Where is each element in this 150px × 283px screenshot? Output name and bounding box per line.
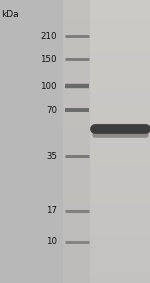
Bar (63, 272, 150, 276)
Bar (63, 251, 150, 255)
Bar (63, 99, 150, 103)
Text: 17: 17 (46, 206, 57, 215)
Bar (63, 276, 150, 280)
Bar (63, 202, 150, 205)
Bar (63, 230, 150, 233)
Bar (63, 113, 150, 117)
Bar (63, 120, 150, 124)
Bar (63, 134, 150, 138)
Bar (63, 32, 150, 35)
Bar (63, 265, 150, 269)
Bar (63, 106, 150, 110)
Bar (63, 14, 150, 18)
Bar (63, 223, 150, 226)
Bar (63, 216, 150, 219)
Bar (63, 127, 150, 131)
Bar (63, 7, 150, 11)
Text: kDa: kDa (2, 10, 19, 19)
Bar (63, 159, 150, 163)
Bar (63, 195, 150, 198)
Bar (63, 96, 150, 99)
Text: 100: 100 (40, 82, 57, 91)
Text: 35: 35 (46, 152, 57, 161)
Bar (63, 74, 150, 78)
Bar (63, 21, 150, 25)
Text: 210: 210 (40, 32, 57, 41)
Bar (63, 88, 150, 92)
Bar (63, 60, 150, 64)
Bar (63, 212, 150, 216)
Text: 70: 70 (46, 106, 57, 115)
Bar (63, 67, 150, 71)
Text: 150: 150 (40, 55, 57, 64)
Bar (63, 152, 150, 156)
Bar (63, 156, 150, 159)
Bar (63, 85, 150, 88)
Bar (63, 82, 150, 85)
Bar (63, 237, 150, 241)
Bar (63, 53, 150, 57)
Bar (63, 110, 150, 113)
Bar (63, 205, 150, 209)
Bar (63, 198, 150, 201)
Bar (63, 71, 150, 74)
Bar (63, 46, 150, 50)
Bar (63, 0, 150, 3)
Bar (63, 25, 150, 28)
Bar (63, 226, 150, 230)
Bar (63, 50, 150, 53)
Bar (63, 57, 150, 60)
Bar (63, 241, 150, 244)
Bar (63, 103, 150, 106)
Bar (63, 117, 150, 120)
Bar (63, 145, 150, 149)
Bar (63, 244, 150, 248)
Bar (63, 191, 150, 195)
Bar (63, 39, 150, 42)
Bar (63, 177, 150, 181)
Bar (0, 0, 63, 283)
Bar (63, 11, 150, 14)
Bar (63, 166, 150, 170)
Bar (63, 173, 150, 177)
Bar (63, 184, 150, 187)
Bar (63, 92, 150, 96)
Bar (63, 170, 150, 173)
Bar (63, 209, 150, 212)
Bar (63, 124, 150, 127)
Bar (63, 78, 150, 82)
Bar (63, 255, 150, 258)
Bar (63, 138, 150, 142)
Bar (63, 233, 150, 237)
Bar (63, 28, 150, 32)
Bar (63, 248, 150, 251)
Bar (63, 149, 150, 152)
Bar (63, 35, 150, 39)
Bar (63, 142, 150, 145)
Bar (63, 131, 150, 134)
Bar (63, 163, 150, 166)
Bar (63, 187, 150, 191)
Bar (63, 42, 150, 46)
Bar (63, 0, 90, 283)
Bar (63, 18, 150, 21)
Bar (63, 258, 150, 262)
Bar (63, 3, 150, 7)
Bar (63, 181, 150, 184)
Bar (63, 269, 150, 272)
Bar (63, 280, 150, 283)
Text: 10: 10 (46, 237, 57, 246)
Bar (63, 219, 150, 223)
Bar (63, 64, 150, 67)
Bar (63, 262, 150, 265)
